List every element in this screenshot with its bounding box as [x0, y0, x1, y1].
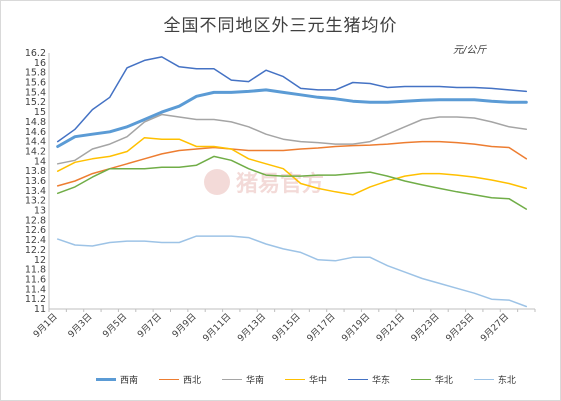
series-line-西北 — [56, 140, 528, 187]
y-tick-label: 11.8 — [25, 265, 46, 276]
legend-swatch — [347, 379, 368, 380]
legend-label: 西北 — [182, 376, 201, 386]
unit-label: 元/公斤 — [453, 45, 487, 56]
legend-label: 西南 — [120, 376, 139, 386]
x-tick-label: 9月27日 — [478, 311, 511, 344]
y-tick-label: 15.6 — [25, 78, 46, 89]
y-tick-label: 12.4 — [25, 235, 46, 246]
legend-swatch — [284, 379, 305, 380]
legend-label: 华北 — [434, 376, 453, 386]
x-tick-label: 9月7日 — [135, 311, 164, 340]
y-tick-label: 11.4 — [25, 284, 46, 295]
x-tick-label: 9月1日 — [31, 311, 60, 340]
y-tick-label: 11.2 — [25, 294, 46, 305]
legend-swatch — [410, 379, 431, 380]
x-tick-label: 9月9日 — [170, 311, 199, 340]
legend-label: 东北 — [497, 376, 516, 386]
y-tick-label: 12.8 — [25, 215, 46, 226]
legend-swatch — [221, 379, 242, 380]
series-line-华南 — [56, 113, 528, 165]
y-tick-label: 12 — [34, 255, 46, 266]
legend-item: 华北 — [410, 373, 453, 386]
y-tick-label: 14 — [34, 156, 46, 167]
legend-item: 华东 — [347, 373, 390, 386]
y-tick-label: 14.2 — [25, 146, 46, 157]
series-line-华东 — [56, 56, 528, 143]
legend-item: 东北 — [473, 373, 516, 386]
series-line-华北 — [56, 155, 528, 210]
y-tick-label: 15 — [34, 107, 46, 118]
legend-item: 西北 — [158, 373, 201, 386]
x-tick-label: 9月17日 — [305, 311, 338, 344]
series-line-西南 — [56, 88, 528, 148]
legend-label: 华中 — [308, 376, 327, 386]
x-tick-label: 9月19日 — [340, 311, 373, 344]
legend-swatch — [158, 379, 179, 380]
x-tick-label: 9月21日 — [374, 311, 407, 344]
y-tick-label: 13.2 — [25, 196, 46, 207]
x-tick-label: 9月13日 — [235, 311, 268, 344]
y-tick-label: 12.6 — [25, 225, 46, 236]
y-tick-label: 14.4 — [25, 137, 46, 148]
legend-label: 华南 — [245, 376, 264, 386]
y-tick-label: 11 — [34, 304, 46, 315]
x-tick-label: 9月25日 — [444, 311, 477, 344]
y-tick-label: 16.2 — [25, 48, 46, 59]
x-tick-label: 9月3日 — [66, 311, 95, 340]
legend-label: 华东 — [371, 376, 390, 386]
legend-swatch — [473, 379, 494, 380]
y-tick-label: 13.8 — [25, 166, 46, 177]
y-tick-label: 13.4 — [25, 186, 46, 197]
y-tick-label: 15.4 — [25, 87, 46, 98]
x-tick-label: 9月5日 — [101, 311, 130, 340]
legend: 西南 西北 华南 华中 华东 华北 东北 — [96, 373, 516, 386]
y-tick-label: 11.6 — [25, 274, 46, 285]
watermark-logo-icon — [204, 169, 230, 195]
x-tick-label: 9月23日 — [409, 311, 442, 344]
x-tick-label: 9月15日 — [270, 311, 303, 344]
series-line-华中 — [56, 136, 528, 196]
y-tick-label: 15.2 — [25, 97, 46, 108]
x-tick-label: 9月11日 — [201, 311, 234, 344]
legend-item: 华南 — [221, 373, 264, 386]
legend-swatch — [96, 378, 116, 381]
chart-title: 全国不同地区外三元生猪均价 — [163, 16, 398, 36]
y-tick-label: 12.2 — [25, 245, 46, 256]
y-tick-label: 15.8 — [25, 68, 46, 79]
legend-item: 西南 — [96, 373, 138, 386]
y-tick-label: 16 — [34, 58, 46, 69]
y-tick-label: 13 — [34, 206, 46, 217]
y-tick-label: 14.8 — [25, 117, 46, 128]
y-tick-label: 14.6 — [25, 127, 46, 138]
legend-item: 华中 — [284, 373, 327, 386]
series-line-东北 — [56, 235, 528, 308]
y-tick-label: 13.6 — [25, 176, 46, 187]
